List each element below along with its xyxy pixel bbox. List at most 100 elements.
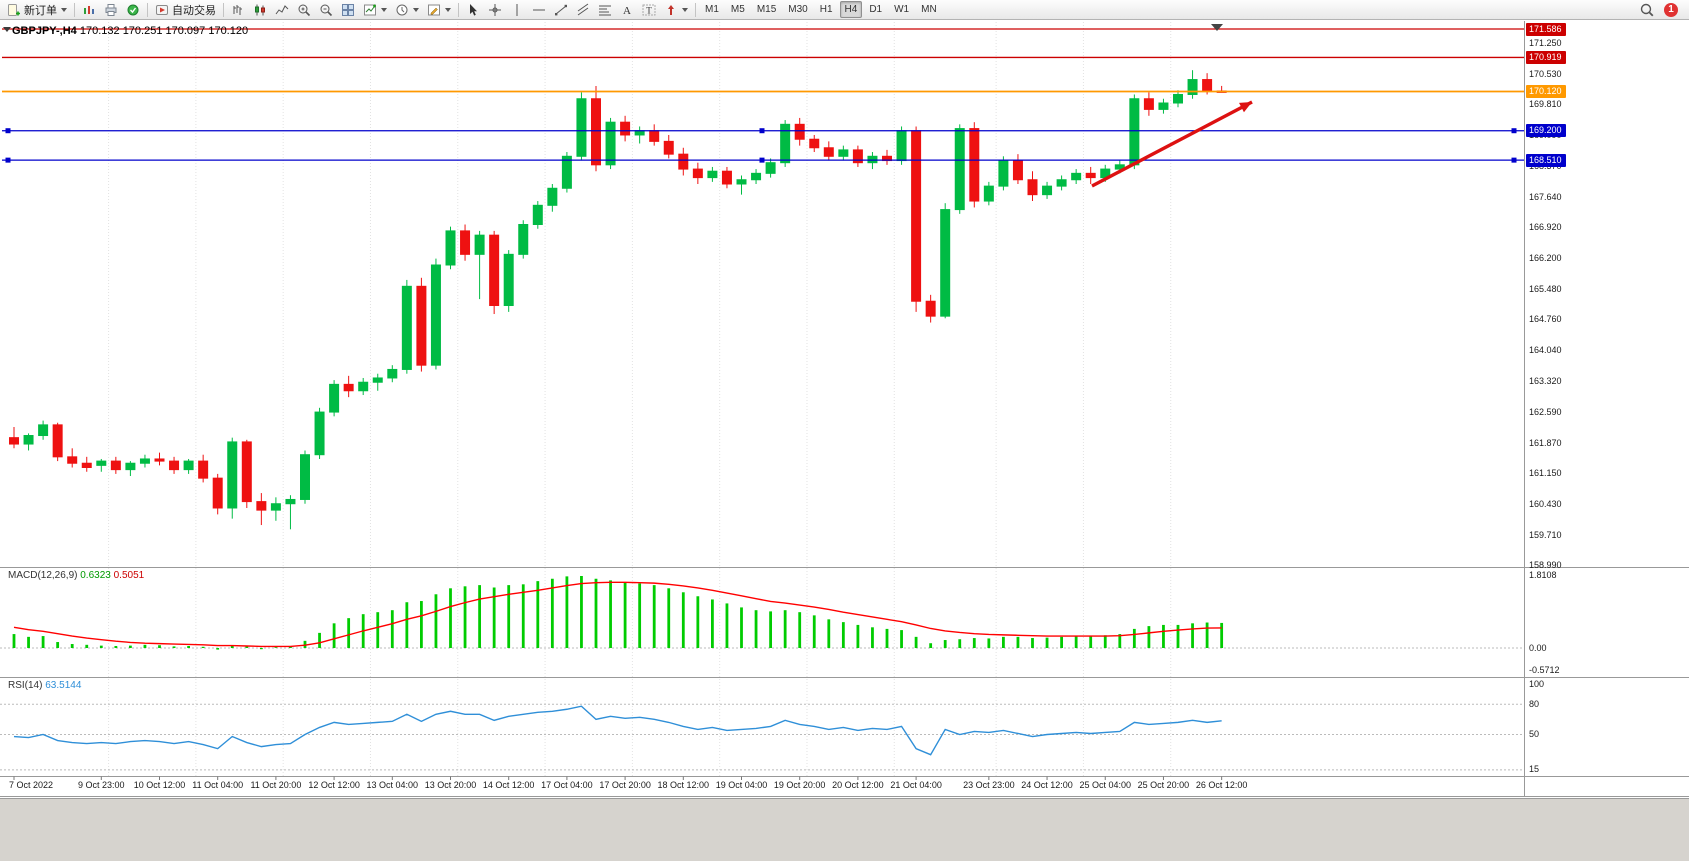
candle-body bbox=[736, 179, 747, 185]
trendline-icon bbox=[555, 4, 567, 15]
cursor-button[interactable] bbox=[462, 0, 484, 20]
candle-body bbox=[401, 285, 412, 370]
window-bottom-area bbox=[0, 798, 1689, 861]
fibonacci-icon bbox=[599, 5, 611, 15]
candle-body bbox=[1173, 93, 1183, 104]
candle-body bbox=[983, 185, 994, 202]
zoom-out-button[interactable] bbox=[315, 0, 337, 20]
candle-body bbox=[1027, 179, 1038, 196]
crosshair-button[interactable] bbox=[484, 0, 506, 20]
fibonacci-button[interactable] bbox=[594, 0, 616, 20]
candle-body bbox=[256, 501, 267, 511]
line-handle[interactable] bbox=[5, 157, 11, 163]
candlestick-chart-button[interactable] bbox=[249, 0, 271, 20]
charts-icon bbox=[84, 5, 94, 14]
equidistant-channel-icon bbox=[577, 3, 589, 15]
notification-badge[interactable]: 1 bbox=[1664, 2, 1678, 17]
candle-body bbox=[300, 454, 310, 500]
trend-arrow[interactable] bbox=[1091, 100, 1253, 188]
timeframe-h4[interactable]: H4 bbox=[839, 1, 863, 18]
equidistant-channel-button[interactable] bbox=[572, 0, 594, 20]
candle-body bbox=[1042, 185, 1053, 196]
candle-body bbox=[52, 424, 63, 458]
candle-body bbox=[241, 441, 252, 503]
new-order-button[interactable]: 新订单 bbox=[3, 0, 71, 20]
timeframe-d1[interactable]: D1 bbox=[869, 4, 883, 15]
svg-text:A: A bbox=[623, 5, 631, 17]
templates-button[interactable] bbox=[423, 0, 455, 20]
periods-clock-icon bbox=[396, 4, 408, 15]
candle-body bbox=[911, 130, 922, 302]
candle-body bbox=[169, 460, 180, 471]
candle-body bbox=[969, 128, 980, 202]
line-handle[interactable] bbox=[1511, 128, 1517, 134]
candle-body bbox=[663, 140, 674, 155]
vertical-line-button[interactable] bbox=[506, 0, 528, 20]
timeframe-m30[interactable]: M30 bbox=[788, 4, 808, 15]
horizontal-line-button[interactable] bbox=[528, 0, 550, 20]
candle-body bbox=[823, 147, 834, 157]
autotrading-button[interactable]: 自动交易 bbox=[151, 0, 220, 20]
line-handle[interactable] bbox=[5, 128, 11, 134]
candle-body bbox=[794, 123, 805, 140]
timeframe-m15[interactable]: M15 bbox=[756, 4, 777, 15]
line-handle[interactable] bbox=[759, 157, 765, 163]
bar-chart-button[interactable] bbox=[227, 0, 249, 20]
timeframe-w1[interactable]: W1 bbox=[894, 4, 910, 15]
candle-body bbox=[620, 121, 631, 136]
text-label-icon: T bbox=[642, 4, 656, 15]
candle-body bbox=[139, 458, 150, 464]
arrows-button[interactable] bbox=[660, 0, 692, 20]
line-handle[interactable] bbox=[1511, 157, 1517, 163]
candle-body bbox=[285, 498, 296, 505]
print-button[interactable] bbox=[100, 0, 122, 20]
timeframe-mn[interactable]: MN bbox=[921, 4, 937, 15]
candle-body bbox=[460, 230, 471, 255]
bar-chart-icon bbox=[233, 4, 242, 15]
candle-body bbox=[1129, 98, 1140, 166]
economic-calendar-button[interactable] bbox=[122, 0, 144, 20]
candle-body bbox=[1158, 102, 1169, 110]
candle-body bbox=[198, 460, 209, 479]
text-button[interactable]: A bbox=[616, 0, 638, 20]
toolbar-separator bbox=[74, 2, 75, 17]
candle-body bbox=[358, 381, 369, 392]
periods-button[interactable] bbox=[391, 0, 423, 20]
crosshair-icon bbox=[489, 3, 501, 16]
candle-body bbox=[23, 435, 34, 445]
zoom-out-icon bbox=[320, 4, 333, 16]
candle-body bbox=[896, 130, 907, 162]
tile-windows-button[interactable] bbox=[337, 0, 359, 20]
chevron-down-icon bbox=[61, 7, 67, 12]
candle-body bbox=[1114, 164, 1125, 170]
chevron-down-icon bbox=[682, 7, 688, 12]
candle-body bbox=[1056, 179, 1067, 187]
chart-canvas[interactable] bbox=[0, 21, 1689, 797]
candle-body bbox=[343, 383, 354, 392]
candle-body bbox=[605, 121, 616, 166]
arrow-tool-icon bbox=[668, 4, 674, 15]
candle-body bbox=[751, 172, 762, 181]
trendline-button[interactable] bbox=[550, 0, 572, 20]
timeframe-m1[interactable]: M1 bbox=[705, 4, 719, 15]
vertical-line-icon bbox=[516, 3, 518, 16]
candle-body bbox=[721, 170, 732, 185]
candle-body bbox=[81, 462, 92, 468]
candle-body bbox=[1187, 79, 1198, 95]
chart-shift-marker[interactable] bbox=[1211, 24, 1223, 31]
candle-body bbox=[183, 460, 194, 471]
indicators-button[interactable] bbox=[359, 0, 391, 20]
templates-icon bbox=[428, 4, 440, 15]
line-chart-button[interactable] bbox=[271, 0, 293, 20]
indicators-icon bbox=[364, 4, 376, 15]
line-handle[interactable] bbox=[759, 128, 765, 134]
horizontal-line-icon bbox=[533, 9, 545, 10]
text-label-button[interactable]: T bbox=[638, 0, 660, 20]
timeframe-h1[interactable]: H1 bbox=[819, 4, 833, 15]
zoom-in-button[interactable] bbox=[293, 0, 315, 20]
charts-button[interactable] bbox=[78, 0, 100, 20]
timeframe-m5[interactable]: M5 bbox=[730, 4, 745, 15]
autotrading-label: 自动交易 bbox=[172, 4, 216, 17]
candle-body bbox=[9, 437, 19, 445]
search-button[interactable] bbox=[1636, 0, 1658, 20]
